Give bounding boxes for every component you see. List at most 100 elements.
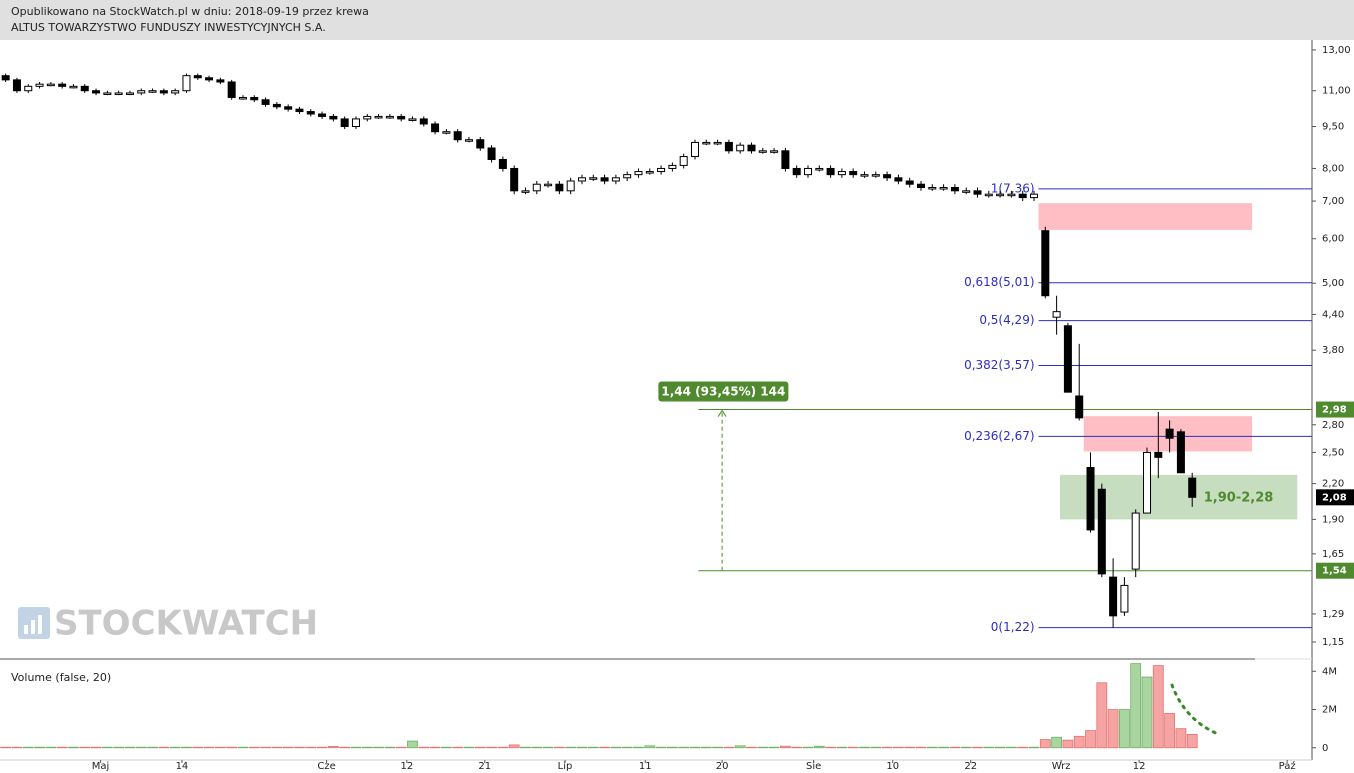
measure-label: 1,44 (93,45%) 144 [661, 385, 785, 399]
volume-bar [327, 746, 339, 749]
candle-body [318, 113, 327, 117]
candle-body [939, 186, 948, 190]
volume-bar [825, 746, 836, 749]
candle-body [408, 118, 417, 121]
candle-body [58, 83, 67, 87]
candle-body [736, 144, 745, 152]
volume-bar [1175, 728, 1187, 749]
volume-bar [214, 746, 226, 749]
candle-body [1109, 576, 1118, 617]
candle-body [713, 141, 722, 145]
volume-bar [1164, 712, 1176, 749]
volume-bar [666, 746, 678, 749]
candle-body [329, 115, 338, 120]
y-tick-label: 4,40 [1322, 309, 1344, 320]
price-label-box [1316, 489, 1354, 506]
volume-bar [237, 746, 249, 749]
price-label: 2,98 [1322, 405, 1347, 416]
volume-bar [1051, 736, 1063, 749]
candle-body [1165, 428, 1174, 439]
candle-body [92, 90, 101, 94]
volume-bar [56, 746, 68, 749]
volume-bar [746, 746, 757, 749]
candle-body [837, 171, 846, 176]
candle-body [1188, 477, 1197, 498]
candle-body [148, 90, 157, 93]
candle-body [792, 167, 801, 176]
y-tick-label: 3,80 [1322, 345, 1344, 356]
volume-bar [1073, 735, 1085, 749]
header-bar [0, 0, 1354, 40]
candle-body [984, 193, 993, 197]
y-tick-label: 9,50 [1322, 122, 1344, 133]
volume-bar [440, 746, 452, 749]
volume-bar [384, 746, 396, 749]
volume-bar [373, 746, 384, 749]
watermark: STOCKWATCH [54, 604, 318, 644]
volume-bar [983, 746, 995, 749]
candle-body [272, 103, 281, 108]
y-tick-label: 8,00 [1322, 163, 1344, 174]
candle-body [645, 171, 654, 174]
candle-body [600, 177, 609, 182]
volume-bar [791, 746, 803, 749]
volume-bar [700, 746, 712, 749]
candle-body [1086, 467, 1095, 531]
candle-body [464, 139, 473, 142]
candle-body [125, 92, 134, 95]
candle-body [1063, 325, 1072, 393]
volume-bar [926, 746, 938, 749]
volume-bar [181, 746, 192, 749]
volume-bar [407, 740, 418, 749]
volume-tick-label: 0 [1322, 743, 1328, 754]
x-tick-label: 22 [964, 761, 977, 772]
volume-bar [101, 746, 113, 749]
candle-body [216, 79, 225, 83]
x-tick-label: 10 [886, 761, 899, 772]
price-label-box [1316, 562, 1354, 579]
candle-body [883, 174, 892, 179]
volume-bar [542, 746, 554, 749]
candle-body [679, 156, 688, 166]
volume-bar [836, 746, 848, 749]
y-tick-label: 13,00 [1322, 45, 1351, 56]
candle-body [182, 75, 191, 92]
candle-body [1030, 193, 1039, 199]
candle-body [1176, 431, 1185, 474]
candle-body [1018, 193, 1027, 199]
volume-bar [68, 746, 79, 749]
candle-body [871, 174, 880, 177]
fib-label: 0,382(3,57) [964, 358, 1034, 372]
volume-bar [633, 746, 644, 749]
x-tick-label: 12 [1133, 761, 1146, 772]
volume-bar [350, 746, 362, 749]
volume-bar [802, 746, 814, 749]
candle-body [1097, 488, 1106, 575]
volume-bar [587, 746, 599, 749]
x-tick-label: 14 [176, 761, 189, 772]
volume-bar [904, 746, 916, 749]
candle-body [894, 177, 903, 182]
x-tick-label: Wrz [1052, 761, 1071, 772]
volume-bar [779, 745, 791, 749]
candle-body [758, 150, 767, 153]
candle-body [1120, 584, 1129, 613]
candle-body [1007, 193, 1016, 197]
volume-bar [1141, 676, 1153, 749]
volume-bar [915, 746, 927, 749]
volume-bar [248, 746, 260, 749]
volume-bar [1039, 739, 1051, 749]
fib-label: 0,236(2,67) [964, 429, 1034, 443]
price-label: 2,08 [1322, 492, 1347, 503]
candle-body [238, 96, 247, 100]
volume-bar [644, 745, 656, 749]
candle-body [702, 141, 711, 145]
x-tick-label: Paź [1279, 760, 1296, 772]
y-tick-label: 6,00 [1322, 234, 1344, 245]
price-label: 1,54 [1322, 566, 1347, 577]
candle-body [657, 167, 666, 173]
volume-bar [463, 746, 475, 749]
volume-bar [395, 746, 407, 749]
candle-body [137, 90, 146, 94]
volume-bar [34, 746, 45, 749]
